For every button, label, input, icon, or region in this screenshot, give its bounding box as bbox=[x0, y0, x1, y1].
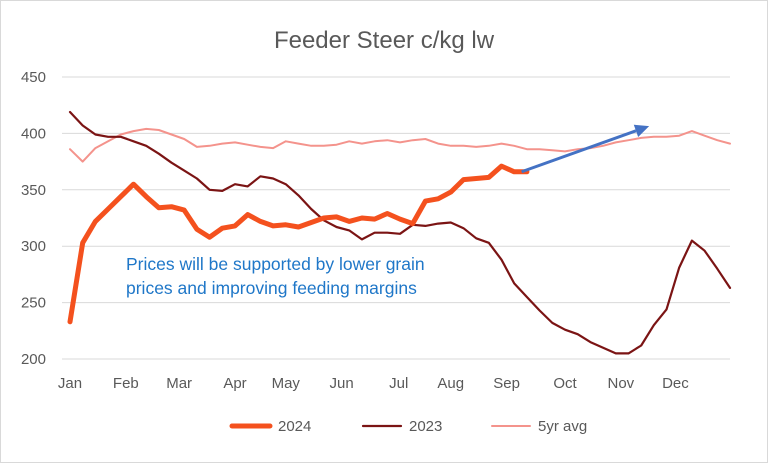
gridlines bbox=[62, 76, 730, 360]
x-tick-jan: Jan bbox=[58, 375, 82, 392]
x-tick-dec: Dec bbox=[662, 375, 689, 392]
x-tick-nov: Nov bbox=[608, 375, 635, 392]
x-tick-oct: Oct bbox=[553, 375, 577, 392]
x-tick-jul: Jul bbox=[389, 375, 408, 392]
series-lines bbox=[67, 110, 732, 355]
legend-label-5yr-avg: 5yr avg bbox=[538, 418, 587, 435]
x-tick-aug: Aug bbox=[437, 375, 464, 392]
series-line-5yr-avg bbox=[69, 127, 731, 163]
x-axis-month-labels: Jan Feb Mar Apr May Jun Jul Aug Sep Oct Nov Dec bbox=[58, 375, 689, 392]
trend-arrow-head bbox=[633, 124, 650, 137]
y-axis-ticks: 200 250 300 350 400 450 bbox=[21, 69, 46, 368]
y-tick-200: 200 bbox=[21, 351, 46, 368]
y-tick-250: 250 bbox=[21, 295, 46, 312]
y-tick-350: 350 bbox=[21, 182, 46, 199]
annotation-line-1: Prices will be supported by lower grain bbox=[126, 254, 425, 274]
legend-label-2023: 2023 bbox=[409, 418, 442, 435]
y-tick-300: 300 bbox=[21, 238, 46, 255]
series-line-2024 bbox=[67, 163, 530, 325]
x-tick-sep: Sep bbox=[493, 375, 520, 392]
x-tick-jun: Jun bbox=[330, 375, 354, 392]
annotation-line-2: prices and improving feeding margins bbox=[126, 278, 417, 298]
x-tick-may: May bbox=[272, 375, 301, 392]
x-tick-mar: Mar bbox=[166, 375, 192, 392]
y-tick-450: 450 bbox=[21, 69, 46, 86]
legend-label-2024: 2024 bbox=[278, 418, 311, 435]
x-tick-apr: Apr bbox=[223, 375, 246, 392]
legend: 2024 2023 5yr avg bbox=[229, 418, 587, 435]
chart-title: Feeder Steer c/kg lw bbox=[274, 27, 495, 54]
y-tick-400: 400 bbox=[21, 125, 46, 142]
annotation: Prices will be supported by lower grain p… bbox=[126, 124, 650, 298]
trend-arrow-shaft bbox=[521, 129, 637, 174]
x-tick-feb: Feb bbox=[113, 375, 139, 392]
series-line-2023 bbox=[68, 110, 732, 355]
